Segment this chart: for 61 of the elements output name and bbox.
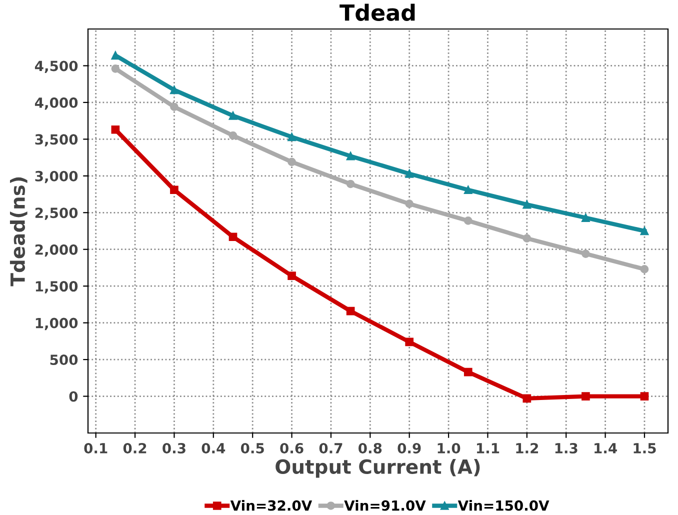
legend-label: Vin=32.0V: [230, 500, 312, 511]
point: [288, 272, 296, 280]
y-tick-label: 500: [50, 354, 78, 366]
point: [228, 131, 238, 140]
x-tick-label: 1.0: [438, 442, 460, 454]
point: [111, 125, 120, 134]
chart-title: Tdead: [340, 4, 415, 21]
y-tick-label: 4,500: [34, 60, 78, 73]
point: [228, 232, 238, 242]
point: [111, 51, 120, 60]
point: [346, 152, 355, 160]
point: [405, 170, 414, 178]
x-tick-label: 0.6: [280, 442, 304, 454]
y-tick-label: 0: [69, 391, 78, 402]
point: [405, 200, 414, 208]
y-tick-label: 3,500: [35, 134, 78, 146]
point: [464, 368, 472, 376]
x-tick-label: 1.2: [516, 442, 538, 454]
point: [170, 186, 178, 194]
point: [522, 234, 532, 243]
legend-label: Vin=150.0V: [458, 500, 550, 511]
point: [170, 86, 178, 94]
legend-label: Vin=91.0V: [344, 500, 426, 511]
point: [111, 64, 120, 73]
point: [405, 338, 414, 346]
x-tick-label: 0.8: [358, 442, 382, 454]
x-tick-label: 0.9: [398, 442, 421, 454]
point: [522, 200, 532, 209]
point: [464, 216, 472, 225]
point: [640, 226, 649, 236]
point: [522, 394, 532, 403]
point: [170, 102, 178, 112]
x-tick-label: 0.5: [240, 442, 264, 454]
point: [346, 180, 355, 188]
y-tick-label: 2,000: [35, 244, 78, 257]
y-tick-label: 4,000: [34, 97, 78, 110]
y-tick-label: 2,500: [35, 208, 78, 220]
y-tick-label: 1,500: [36, 281, 78, 294]
x-tick-label: 1.4: [594, 443, 617, 454]
x-tick-label: 0.4: [202, 442, 226, 454]
point: [288, 158, 296, 166]
x-tick-label: 0.2: [123, 442, 146, 454]
point: [582, 214, 590, 222]
x-tick-label: 1.5: [634, 443, 656, 454]
point: [582, 392, 590, 400]
y-tick-label: 3,000: [35, 170, 78, 184]
point: [346, 306, 355, 316]
point: [228, 112, 238, 120]
point: [640, 392, 649, 400]
x-tick-label: 1.1: [476, 443, 500, 454]
x-tick-label: 1.3: [555, 442, 578, 454]
x-axis-title: Output Current (A): [276, 458, 480, 478]
y-tick-label: 1,000: [36, 318, 78, 330]
point: [464, 186, 472, 194]
x-tick-label: 0.1: [84, 442, 108, 454]
x-tick-label: 0.3: [162, 442, 186, 454]
y-axis-title: Tdead(ns): [10, 177, 28, 286]
point: [288, 132, 296, 142]
point: [582, 250, 590, 258]
point: [640, 265, 649, 274]
x-tick-label: 0.7: [319, 442, 342, 454]
